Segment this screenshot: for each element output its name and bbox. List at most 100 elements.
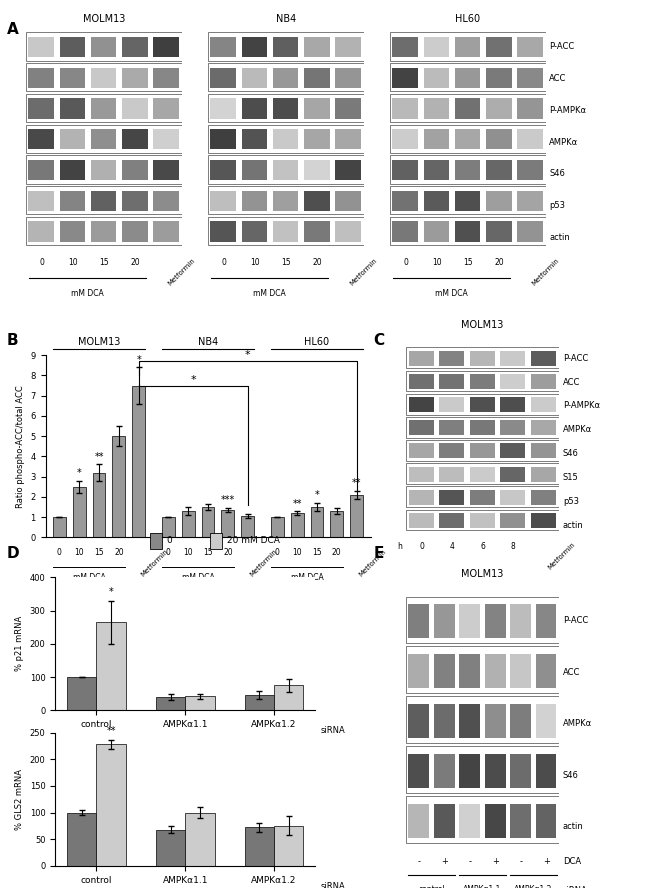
Text: 15: 15 bbox=[312, 549, 322, 558]
FancyBboxPatch shape bbox=[408, 754, 429, 788]
Text: +: + bbox=[492, 857, 499, 866]
Text: Metformin: Metformin bbox=[140, 549, 169, 578]
Text: 0: 0 bbox=[403, 258, 408, 266]
FancyBboxPatch shape bbox=[485, 654, 506, 687]
FancyBboxPatch shape bbox=[470, 351, 495, 366]
Bar bbox=[291, 513, 304, 537]
FancyBboxPatch shape bbox=[26, 217, 182, 245]
FancyBboxPatch shape bbox=[531, 420, 556, 435]
Text: B: B bbox=[6, 333, 18, 348]
FancyBboxPatch shape bbox=[273, 129, 298, 149]
FancyBboxPatch shape bbox=[211, 67, 236, 88]
FancyBboxPatch shape bbox=[486, 160, 512, 180]
FancyBboxPatch shape bbox=[304, 129, 330, 149]
Text: mM DCA: mM DCA bbox=[436, 289, 468, 297]
FancyBboxPatch shape bbox=[408, 654, 429, 687]
FancyBboxPatch shape bbox=[122, 37, 148, 57]
FancyBboxPatch shape bbox=[390, 155, 546, 184]
FancyBboxPatch shape bbox=[531, 489, 556, 504]
FancyBboxPatch shape bbox=[29, 221, 54, 242]
Text: control: control bbox=[419, 885, 445, 888]
FancyBboxPatch shape bbox=[29, 37, 54, 57]
FancyBboxPatch shape bbox=[486, 99, 512, 119]
FancyBboxPatch shape bbox=[304, 37, 330, 57]
Text: -: - bbox=[469, 857, 471, 866]
Text: *: * bbox=[245, 350, 250, 361]
FancyBboxPatch shape bbox=[485, 604, 506, 638]
Text: E: E bbox=[374, 546, 384, 561]
Text: siRNA: siRNA bbox=[320, 882, 345, 888]
FancyBboxPatch shape bbox=[304, 67, 330, 88]
FancyBboxPatch shape bbox=[470, 420, 495, 435]
Text: 8: 8 bbox=[511, 542, 515, 551]
Text: ***: *** bbox=[221, 496, 235, 505]
FancyBboxPatch shape bbox=[434, 654, 454, 687]
Text: 0: 0 bbox=[275, 549, 280, 558]
Text: NB4: NB4 bbox=[198, 337, 218, 347]
Text: MOLM13: MOLM13 bbox=[462, 321, 504, 330]
FancyBboxPatch shape bbox=[242, 67, 267, 88]
FancyBboxPatch shape bbox=[60, 160, 85, 180]
Text: 0: 0 bbox=[221, 258, 226, 266]
FancyBboxPatch shape bbox=[409, 443, 434, 458]
FancyBboxPatch shape bbox=[406, 747, 559, 793]
Y-axis label: % p21 mRNA: % p21 mRNA bbox=[15, 616, 24, 671]
FancyBboxPatch shape bbox=[60, 191, 85, 211]
FancyBboxPatch shape bbox=[424, 67, 449, 88]
FancyBboxPatch shape bbox=[335, 37, 361, 57]
FancyBboxPatch shape bbox=[439, 420, 464, 435]
FancyBboxPatch shape bbox=[60, 99, 85, 119]
FancyBboxPatch shape bbox=[455, 99, 480, 119]
FancyBboxPatch shape bbox=[510, 654, 531, 687]
Text: h: h bbox=[397, 542, 402, 551]
FancyBboxPatch shape bbox=[424, 221, 449, 242]
FancyBboxPatch shape bbox=[409, 374, 434, 389]
FancyBboxPatch shape bbox=[517, 160, 543, 180]
Bar bbox=[73, 487, 86, 537]
FancyBboxPatch shape bbox=[531, 397, 556, 412]
Bar bbox=[53, 517, 66, 537]
FancyBboxPatch shape bbox=[335, 160, 361, 180]
FancyBboxPatch shape bbox=[500, 466, 525, 481]
Bar bbox=[209, 533, 222, 549]
Text: 10: 10 bbox=[68, 258, 77, 266]
FancyBboxPatch shape bbox=[91, 160, 116, 180]
FancyBboxPatch shape bbox=[335, 99, 361, 119]
FancyBboxPatch shape bbox=[408, 604, 429, 638]
Text: **: ** bbox=[352, 479, 361, 488]
Text: AMPKα: AMPKα bbox=[563, 719, 592, 728]
FancyBboxPatch shape bbox=[510, 804, 531, 837]
FancyBboxPatch shape bbox=[304, 160, 330, 180]
FancyBboxPatch shape bbox=[60, 67, 85, 88]
Bar bbox=[162, 517, 175, 537]
FancyBboxPatch shape bbox=[211, 221, 236, 242]
FancyBboxPatch shape bbox=[434, 704, 454, 738]
FancyBboxPatch shape bbox=[510, 704, 531, 738]
FancyBboxPatch shape bbox=[335, 67, 361, 88]
Text: MOLM13: MOLM13 bbox=[78, 337, 120, 347]
Text: Metformin: Metformin bbox=[249, 549, 278, 578]
FancyBboxPatch shape bbox=[424, 129, 449, 149]
FancyBboxPatch shape bbox=[91, 37, 116, 57]
Text: ACC: ACC bbox=[563, 377, 580, 386]
FancyBboxPatch shape bbox=[273, 99, 298, 119]
FancyBboxPatch shape bbox=[470, 397, 495, 412]
Bar bbox=[92, 472, 105, 537]
FancyBboxPatch shape bbox=[60, 221, 85, 242]
FancyBboxPatch shape bbox=[211, 129, 236, 149]
FancyBboxPatch shape bbox=[390, 186, 546, 214]
Text: siRNA: siRNA bbox=[563, 886, 588, 888]
Text: P-AMPKα: P-AMPKα bbox=[549, 106, 586, 115]
FancyBboxPatch shape bbox=[439, 513, 464, 527]
Text: actin: actin bbox=[563, 520, 584, 530]
FancyBboxPatch shape bbox=[455, 37, 480, 57]
Text: mM DCA: mM DCA bbox=[291, 573, 324, 582]
FancyBboxPatch shape bbox=[122, 160, 148, 180]
FancyBboxPatch shape bbox=[406, 597, 559, 644]
FancyBboxPatch shape bbox=[153, 129, 179, 149]
FancyBboxPatch shape bbox=[406, 797, 559, 844]
Text: 4: 4 bbox=[450, 542, 454, 551]
FancyBboxPatch shape bbox=[242, 191, 267, 211]
FancyBboxPatch shape bbox=[153, 191, 179, 211]
Text: Metformin: Metformin bbox=[166, 258, 196, 287]
